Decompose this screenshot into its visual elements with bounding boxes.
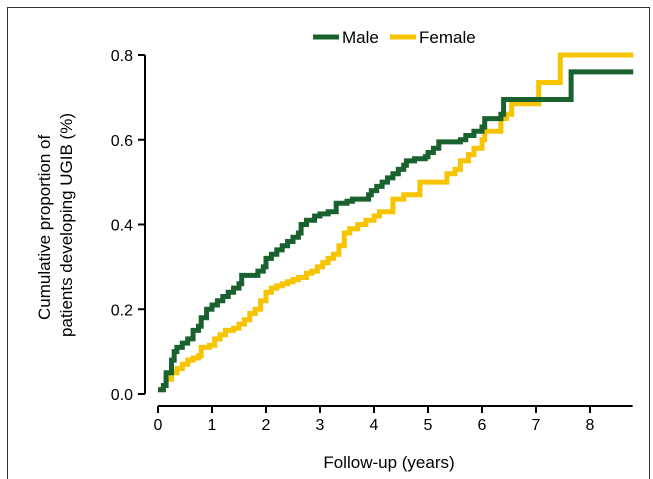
series-layer bbox=[158, 52, 634, 393]
x-tick-label-1: 1 bbox=[208, 417, 217, 434]
series-line-male bbox=[158, 69, 634, 393]
x-tick-label-5: 5 bbox=[424, 417, 433, 434]
x-axis-title: Follow-up (years) bbox=[323, 453, 454, 472]
chart-axes: 0.0 0.2 0.4 0.6 0.8 0 1 2 3 4 5 6 7 8 bbox=[111, 48, 633, 434]
x-tick-label-0: 0 bbox=[154, 417, 163, 434]
x-tick-label-2: 2 bbox=[262, 417, 271, 434]
y-tick-label-2: 0.4 bbox=[111, 218, 133, 235]
x-tick-label-7: 7 bbox=[532, 417, 541, 434]
legend-label-female: Female bbox=[419, 28, 476, 47]
y-tick-label-0: 0.0 bbox=[111, 387, 133, 404]
x-tick-label-8: 8 bbox=[586, 417, 595, 434]
y-tick-label-4: 0.8 bbox=[111, 48, 133, 65]
x-tick-label-4: 4 bbox=[370, 417, 379, 434]
chart-frame bbox=[7, 7, 650, 479]
x-tick-label-6: 6 bbox=[478, 417, 487, 434]
x-tick-label-3: 3 bbox=[316, 417, 325, 434]
legend-label-male: Male bbox=[342, 28, 379, 47]
y-axis-title-line-2: patients developing UGIB (%) bbox=[57, 113, 76, 337]
chart-legend: Male Female bbox=[313, 28, 476, 47]
y-tick-label-1: 0.2 bbox=[111, 302, 133, 319]
y-axis-title: Cumulative proportion of patients develo… bbox=[35, 113, 76, 337]
series-line-female bbox=[158, 52, 634, 393]
y-axis-title-line-1: Cumulative proportion of bbox=[35, 134, 54, 319]
y-tick-label-3: 0.6 bbox=[111, 133, 133, 150]
